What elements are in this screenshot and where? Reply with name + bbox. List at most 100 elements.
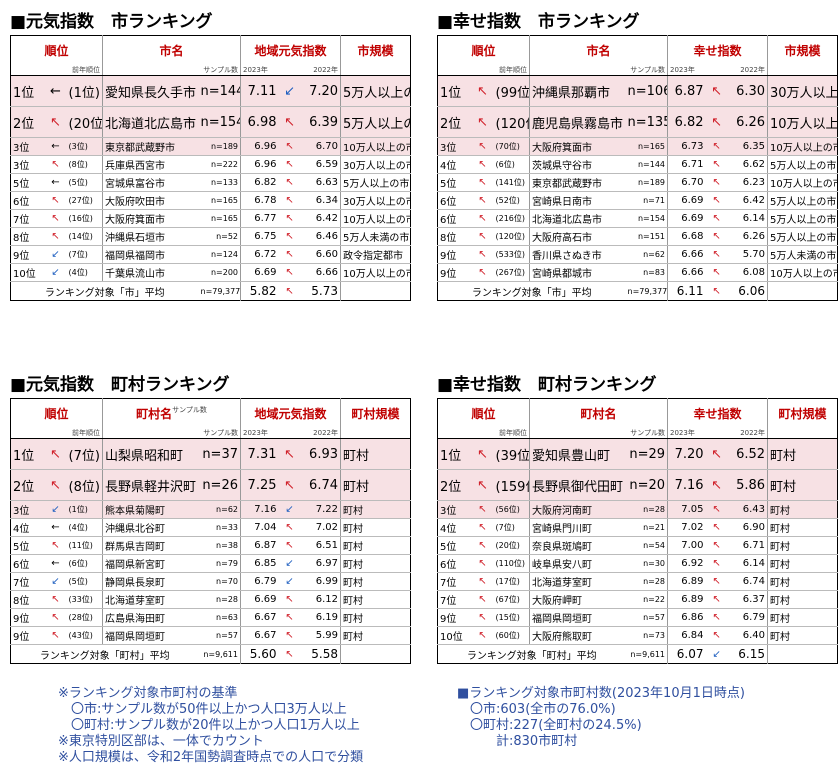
- rank-trend: ↖: [471, 227, 494, 246]
- rank: 8位: [437, 227, 472, 246]
- scale: 5万人未満の市: [340, 227, 411, 246]
- footer-empty: [767, 644, 838, 664]
- scale: 10万人以上の市: [767, 263, 838, 282]
- scale: 5万人以上の市: [767, 191, 838, 210]
- name: 宮城県富谷市: [102, 173, 199, 192]
- footer-sample: n=79,377: [198, 281, 241, 301]
- value-2023: 6.69: [667, 191, 706, 210]
- prev-rank: (52位): [493, 191, 530, 210]
- sample: n=38: [198, 536, 241, 555]
- value-2022: 6.99: [300, 572, 341, 591]
- rank-trend: ↖: [471, 263, 494, 282]
- rank-trend: ↖: [471, 518, 494, 537]
- scale: 30万人以上の市: [340, 191, 411, 210]
- ranking-row: 3位 ↖ (8位) 兵庫県西宮市 n=222 6.96 ↖ 6.59 30万人以上の市: [10, 155, 411, 174]
- footer-trend: ↖: [278, 644, 301, 664]
- value-2022: 6.71: [727, 536, 768, 555]
- value-2022: 5.86: [727, 469, 768, 501]
- scale: 10万人以上の市: [340, 209, 411, 228]
- value-2023: 7.16: [240, 500, 279, 519]
- rank: 1位: [10, 75, 45, 107]
- subheader-cell: 2023年: [667, 64, 728, 76]
- value-trend: ↖: [278, 518, 301, 537]
- value-2022: 6.14: [727, 554, 768, 573]
- footer-empty: [340, 281, 411, 301]
- name: 大阪府河南町: [529, 500, 626, 519]
- sample: n=28: [625, 572, 668, 591]
- header-text: 市規模: [784, 43, 821, 58]
- prev-rank: (8位): [66, 469, 103, 501]
- scale: 町村: [340, 518, 411, 537]
- sample: n=154: [625, 209, 668, 228]
- scale: 町村: [340, 500, 411, 519]
- rank: 4位: [437, 155, 472, 174]
- scale: 10万人以上の市: [767, 106, 838, 138]
- rank: 3位: [437, 137, 472, 156]
- rank: 3位: [10, 155, 45, 174]
- scale: 町村: [340, 572, 411, 591]
- sample: n=124: [198, 245, 241, 264]
- prev-rank: (7位): [66, 438, 103, 470]
- rank-trend: ↖: [471, 137, 494, 156]
- value-2023: 6.89: [667, 572, 706, 591]
- scale: 政令指定都市: [340, 245, 411, 264]
- sample: n=71: [625, 191, 668, 210]
- value-2023: 6.75: [240, 227, 279, 246]
- name: 岐阜県安八町: [529, 554, 626, 573]
- sample: n=135: [625, 106, 668, 138]
- footer-sample: n=9,611: [625, 644, 668, 664]
- ranking-row: 8位 ↖ (33位) 北海道芽室町 n=28 6.69 ↖ 6.12 町村: [10, 590, 411, 609]
- scale: 町村: [767, 536, 838, 555]
- rank: 2位: [10, 469, 45, 501]
- ranking-row: 9位 ↖ (28位) 広島県海田町 n=63 6.67 ↖ 6.19 町村: [10, 608, 411, 627]
- sample: n=57: [198, 626, 241, 645]
- name: 東京都武蔵野市: [102, 137, 199, 156]
- rank: 1位: [437, 75, 472, 107]
- value-trend: ↖: [278, 173, 301, 192]
- value-2023: 6.87: [667, 75, 706, 107]
- value-2023: 6.78: [240, 191, 279, 210]
- value-2023: 6.77: [240, 209, 279, 228]
- notes: ※ランキング対象市町村の基準 〇市:サンプル数が50件以上かつ人口3万人以上 〇…: [58, 686, 363, 766]
- subheader-row: 前年順位 サンプル数 2023年 2022年: [10, 427, 411, 439]
- value-2023: 6.96: [240, 155, 279, 174]
- value-2023: 7.16: [667, 469, 706, 501]
- footer-2023: 6.07: [667, 644, 706, 664]
- sample: n=83: [625, 263, 668, 282]
- value-2023: 6.92: [667, 554, 706, 573]
- name: 静岡県長泉町: [102, 572, 199, 591]
- ranking-row: 8位 ↖ (14位) 沖縄県石垣市 n=52 6.75 ↖ 6.46 5万人未満の市: [10, 227, 411, 246]
- header-row: 順位 市名 幸せ指数 市規模: [438, 35, 838, 64]
- value-trend: ↖: [278, 608, 301, 627]
- subheader-cell: 前年順位: [10, 427, 103, 439]
- ranking-row: 3位 ← (3位) 東京都武蔵野市 n=189 6.96 ↖ 6.70 10万人以上の市: [10, 137, 411, 156]
- rank-trend: ↖: [471, 245, 494, 264]
- value-2023: 6.71: [667, 155, 706, 174]
- sample: n=26: [198, 469, 241, 501]
- value-2023: 6.84: [667, 626, 706, 645]
- name: 愛知県豊山町: [529, 438, 626, 470]
- value-2022: 6.60: [300, 245, 341, 264]
- rank: 9位: [10, 608, 45, 627]
- ranking-row: 4位 ↖ (7位) 宮崎県門川町 n=21 7.02 ↖ 6.90 町村: [437, 518, 838, 537]
- footer-label: ランキング対象「町村」平均: [437, 644, 626, 664]
- sample: n=189: [625, 173, 668, 192]
- value-2022: 6.14: [727, 209, 768, 228]
- header-text: 順位: [471, 43, 496, 58]
- footer-trend: ↙: [705, 644, 728, 664]
- name: 宮崎県門川町: [529, 518, 626, 537]
- ranking-row: 8位 ↖ (120位) 大阪府高石市 n=151 6.68 ↖ 6.26 5万人以上の市: [437, 227, 838, 246]
- value-trend: ↙: [278, 500, 301, 519]
- value-trend: ↖: [278, 626, 301, 645]
- value-2022: 5.70: [727, 245, 768, 264]
- rank: 6位: [437, 209, 472, 228]
- name: 福岡県岡垣町: [102, 626, 199, 645]
- value-trend: ↖: [278, 106, 301, 138]
- ranking-table: 順位 町村名サンプル数 地域元気指数 町村規模 前年順位 サンプル数 2023年 2022年 1…: [10, 398, 411, 664]
- rank-trend: ↖: [44, 227, 67, 246]
- subheader-cell: 2023年: [667, 427, 728, 439]
- sample: n=52: [198, 227, 241, 246]
- value-trend: ↖: [278, 209, 301, 228]
- sample: n=222: [198, 155, 241, 174]
